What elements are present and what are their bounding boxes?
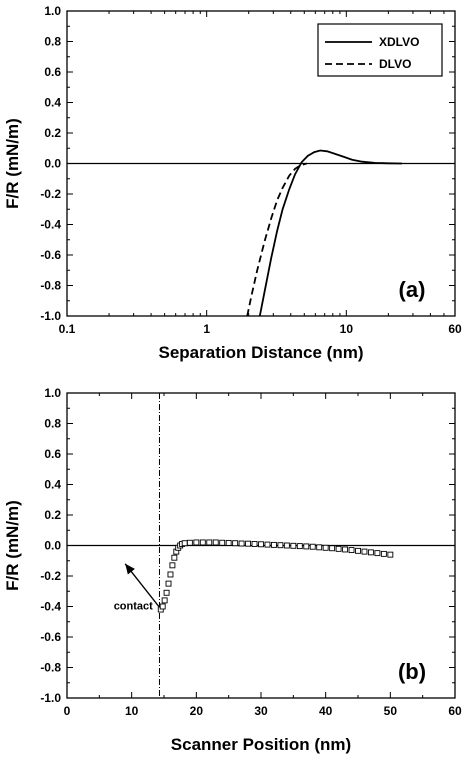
annotation-arrow-head bbox=[125, 563, 135, 575]
y-tick-label: -1.0 bbox=[40, 309, 61, 323]
data-point bbox=[186, 539, 193, 546]
y-tick-label: -0.8 bbox=[40, 661, 61, 675]
y-tick-label: 0.0 bbox=[44, 157, 61, 171]
data-point bbox=[251, 541, 258, 547]
data-point bbox=[348, 547, 355, 554]
y-tick-label: 0.8 bbox=[44, 417, 61, 431]
data-point bbox=[296, 543, 303, 550]
data-point bbox=[380, 550, 387, 557]
data-point bbox=[270, 541, 277, 548]
annotation-contact-label: contact bbox=[114, 601, 153, 613]
y-tick-label: -0.2 bbox=[40, 569, 61, 583]
panel-label: (b) bbox=[398, 659, 426, 684]
y-tick-label: 1.0 bbox=[44, 386, 61, 400]
series-line-xdlvo bbox=[258, 149, 402, 316]
y-tick-label: 0.4 bbox=[44, 478, 61, 492]
data-point bbox=[199, 539, 206, 546]
data-point bbox=[283, 542, 290, 549]
data-point bbox=[206, 539, 213, 546]
data-point bbox=[329, 545, 336, 552]
data-point bbox=[212, 539, 219, 546]
data-point bbox=[367, 549, 374, 556]
y-tick-label: 0.8 bbox=[44, 35, 61, 49]
y-tick-label: 0.6 bbox=[44, 65, 61, 79]
x-tick-label: 60 bbox=[448, 322, 462, 336]
y-tick-label: -0.4 bbox=[40, 218, 61, 232]
y-tick-label: -0.6 bbox=[40, 630, 61, 644]
legend: XDLVO DLVO bbox=[317, 23, 443, 77]
x-tick-label: 10 bbox=[125, 704, 139, 718]
data-point bbox=[258, 541, 264, 548]
y-tick-label: -0.2 bbox=[40, 187, 61, 201]
y-tick-label: 0.6 bbox=[44, 447, 61, 461]
x-tick-label: 40 bbox=[319, 704, 333, 718]
data-point bbox=[316, 544, 323, 551]
y-tick-label: 0.0 bbox=[44, 539, 61, 553]
data-point bbox=[161, 597, 168, 604]
data-point bbox=[171, 554, 178, 561]
x-tick-label: 50 bbox=[384, 704, 398, 718]
data-point bbox=[159, 603, 166, 610]
data-point bbox=[322, 544, 329, 551]
data-point bbox=[225, 539, 232, 546]
y-axis-title: F/R (mN/m) bbox=[3, 500, 22, 591]
panel-b: -1.0 -0.8 -0.6 -0.4 -0.2 0.0 0.2 0.4 0.6 0.8 1.0 0 1… bbox=[3, 386, 462, 754]
y-axis-title: F/R (mN/m) bbox=[3, 118, 22, 209]
data-point bbox=[165, 580, 172, 587]
plot-data bbox=[246, 149, 402, 316]
data-point bbox=[342, 546, 349, 553]
panel-a: -1.0 -0.8 -0.6 -0.4 -0.2 0.0 0.2 0.4 0.6 0.8 1.0 0.… bbox=[3, 4, 462, 362]
y-tick-label: -1.0 bbox=[40, 691, 61, 705]
data-point bbox=[245, 540, 252, 547]
data-point bbox=[232, 540, 239, 547]
data-point bbox=[374, 550, 381, 557]
y-tick-label: 0.4 bbox=[44, 96, 61, 110]
y-tick-label: 1.0 bbox=[44, 4, 61, 18]
data-point bbox=[277, 542, 284, 549]
data-point bbox=[290, 542, 297, 549]
data-point bbox=[167, 571, 174, 578]
legend-box bbox=[317, 23, 443, 77]
y-tick-label: -0.6 bbox=[40, 248, 61, 262]
data-point bbox=[387, 551, 394, 558]
data-point bbox=[238, 540, 245, 547]
x-tick-label: 20 bbox=[190, 704, 204, 718]
data-point bbox=[355, 547, 361, 554]
x-tick-label: 60 bbox=[448, 704, 462, 718]
plot-data bbox=[157, 393, 394, 698]
x-tick-label: 1 bbox=[203, 322, 210, 336]
data-point bbox=[309, 543, 316, 550]
data-point bbox=[335, 545, 342, 552]
x-axis-title: Scanner Position (nm) bbox=[171, 735, 351, 754]
x-tick-label: 30 bbox=[254, 704, 268, 718]
series-line-dlvo bbox=[246, 162, 307, 316]
data-point bbox=[163, 589, 170, 596]
legend-label-xdlvo: XDLVO bbox=[379, 35, 419, 49]
data-point bbox=[219, 539, 226, 546]
legend-label-dlvo: DLVO bbox=[379, 57, 411, 71]
data-point bbox=[169, 562, 176, 569]
x-tick-label: 0.1 bbox=[59, 322, 76, 336]
y-tick-label: 0.2 bbox=[44, 508, 61, 522]
panel-label: (a) bbox=[399, 277, 426, 302]
data-point bbox=[264, 541, 271, 548]
y-tick-label: -0.4 bbox=[40, 600, 61, 614]
data-point bbox=[181, 540, 188, 547]
x-axis-title: Separation Distance (nm) bbox=[159, 343, 364, 362]
y-tick-label: -0.8 bbox=[40, 279, 61, 293]
data-point bbox=[303, 543, 310, 550]
y-tick-label: 0.2 bbox=[44, 126, 61, 140]
x-tick-label: 0 bbox=[64, 704, 71, 718]
data-point bbox=[193, 539, 200, 546]
x-tick-label: 10 bbox=[340, 322, 354, 336]
data-point bbox=[361, 548, 368, 555]
